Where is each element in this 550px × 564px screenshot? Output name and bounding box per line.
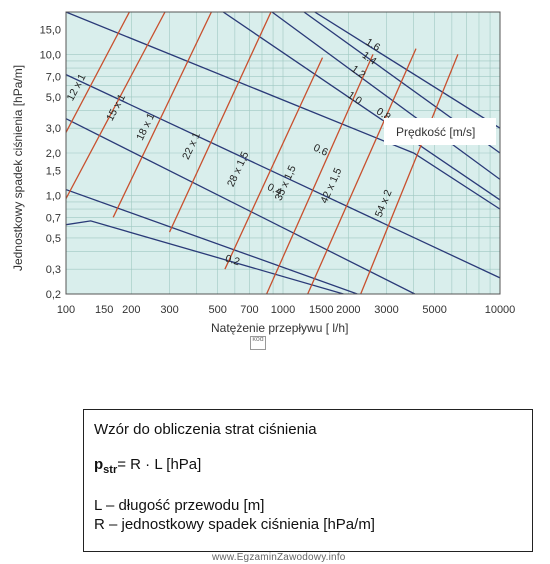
definition-r: R – jednostkowy spadek ciśnienia [hPa/m] xyxy=(94,516,375,533)
velocity-line xyxy=(66,188,358,294)
formula-symbol: p xyxy=(94,456,104,473)
y-tick-label: 1,5 xyxy=(46,166,61,178)
x-tick-label: 1000 xyxy=(271,304,295,316)
pipe-line xyxy=(224,57,324,270)
velocity-line xyxy=(66,12,500,210)
x-tick-label: 2000 xyxy=(336,304,360,316)
velocity-line xyxy=(66,74,500,279)
y-tick-label: 0,5 xyxy=(46,233,61,245)
velocity-label: 0.6 xyxy=(311,142,329,159)
pressure-drop-chart: 12 x 1 15 x 1 18 x 1 22 x 1 28 x 1,5 35 x 1,5… xyxy=(11,11,516,335)
pipe-lines xyxy=(66,12,459,294)
x-axis-title: Natężenie przepływu [ l/h] xyxy=(211,321,348,335)
x-tick-label: 700 xyxy=(240,304,258,316)
y-axis-title: Jednostkowy spadek ciśnienia [hPa/m] xyxy=(11,65,25,271)
y-tick-label: 1,0 xyxy=(46,190,61,202)
velocity-line xyxy=(66,220,344,294)
pipe-line xyxy=(360,54,459,294)
formula-rest: = R · L [hPa] xyxy=(117,456,202,473)
y-tick-label: 0,7 xyxy=(46,212,61,224)
y-tick-label: 15,0 xyxy=(40,25,61,37)
y-tick-label: 0,3 xyxy=(46,264,61,276)
x-tick-label: 500 xyxy=(208,304,226,316)
legend-label: Prędkość [m/s] xyxy=(396,125,475,139)
plot-frame xyxy=(65,11,501,295)
definition-l: L – długość przewodu [m] xyxy=(94,497,265,514)
x-tick-label: 1500 xyxy=(309,304,333,316)
pipe-line xyxy=(168,12,272,233)
watermark: www.EgzaminZawodowy.info xyxy=(212,552,346,563)
x-tick-label: 200 xyxy=(122,304,140,316)
velocity-line xyxy=(66,118,416,294)
mini-marker: kod xyxy=(250,336,266,350)
formula-subscript: str xyxy=(103,464,118,476)
y-tick-label: 5,0 xyxy=(46,92,61,104)
y-tick-label: 10,0 xyxy=(40,49,61,61)
legend-box xyxy=(384,118,496,145)
grid xyxy=(66,12,500,294)
axis-ticks: 100 150 200 300 500 700 1000 1500 2000 3000 5000 10… xyxy=(40,25,516,316)
pipe-line xyxy=(307,48,417,294)
x-tick-label: 5000 xyxy=(422,304,446,316)
velocity-line xyxy=(271,12,500,180)
pipe-line xyxy=(66,12,166,199)
x-tick-label: 300 xyxy=(160,304,178,316)
formula-equation: pstr= R · L [hPa] xyxy=(94,455,522,480)
pipe-line xyxy=(112,12,212,218)
y-tick-label: 7,0 xyxy=(46,71,61,83)
x-tick-label: 100 xyxy=(57,304,75,316)
velocity-line xyxy=(222,12,500,201)
velocity-label: 0.2 xyxy=(224,253,242,269)
velocity-line xyxy=(314,12,500,129)
formula-box: Wzór do obliczenia strat ciśnienia pstr=… xyxy=(83,409,533,552)
x-tick-label: 10000 xyxy=(485,304,516,316)
y-tick-label: 3,0 xyxy=(46,123,61,135)
formula-title: Wzór do obliczenia strat ciśnienia xyxy=(94,421,317,438)
pipe-line xyxy=(266,54,374,294)
x-tick-label: 150 xyxy=(95,304,113,316)
x-tick-label: 3000 xyxy=(374,304,398,316)
velocity-label: 0.4 xyxy=(265,181,284,198)
y-tick-label: 2,0 xyxy=(46,148,61,160)
pipe-line xyxy=(66,12,130,133)
y-tick-label: 0,2 xyxy=(46,289,61,301)
chart-svg: 12 x 115 x 118 x 122 x 128 x 1,5 35 x 1,5… xyxy=(11,11,516,335)
